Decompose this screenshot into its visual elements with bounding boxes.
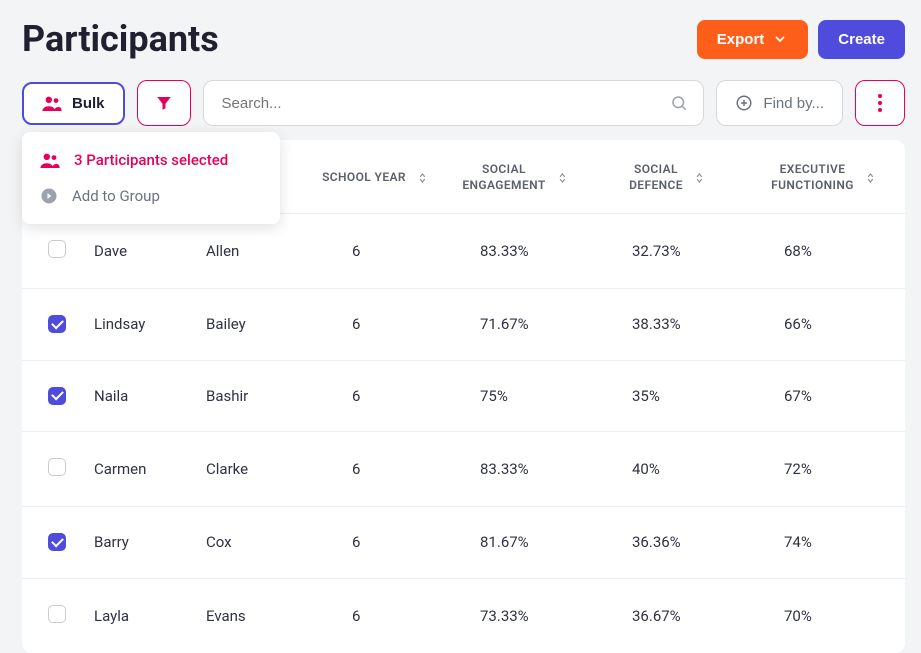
col-social-defence[interactable]: SOCIALDEFENCE <box>592 140 744 214</box>
cell-social-defence: 38.33% <box>592 289 744 361</box>
cell-social-engagement: 71.67% <box>440 289 592 361</box>
cell-executive-functioning: 66% <box>744 289 905 361</box>
table-row[interactable]: NailaBashir675%35%67% <box>22 360 905 432</box>
cell-last-name: Bailey <box>196 289 312 361</box>
table-row[interactable]: CarmenClarke683.33%40%72% <box>22 432 905 507</box>
cell-social-engagement: 75% <box>440 360 592 432</box>
export-label: Export <box>717 31 765 48</box>
add-to-group-item[interactable]: Add to Group <box>22 178 280 214</box>
col-social-engagement[interactable]: SOCIALENGAGEMENT <box>440 140 592 214</box>
table-row[interactable]: BarryCox681.67%36.36%74% <box>22 507 905 579</box>
bulk-label: Bulk <box>72 95 105 112</box>
people-icon <box>42 95 62 111</box>
table-row[interactable]: LaylaEvans673.33%36.67%70% <box>22 578 905 653</box>
cell-first-name: Carmen <box>84 432 196 507</box>
row-checkbox[interactable] <box>48 240 66 258</box>
plus-circle-icon <box>735 94 753 112</box>
sort-icon[interactable] <box>556 171 570 185</box>
sort-icon[interactable] <box>864 171 878 185</box>
export-button[interactable]: Export <box>697 20 809 59</box>
filter-icon <box>155 94 173 112</box>
cell-first-name: Naila <box>84 360 196 432</box>
create-button[interactable]: Create <box>818 20 905 59</box>
more-vertical-icon <box>878 94 882 112</box>
cell-school-year: 6 <box>312 214 440 289</box>
find-by-label: Find by... <box>763 95 824 112</box>
cell-social-defence: 32.73% <box>592 214 744 289</box>
row-checkbox[interactable] <box>48 387 66 405</box>
bulk-selected-text: 3 Participants selected <box>74 151 228 169</box>
more-button[interactable] <box>855 80 905 126</box>
cell-social-engagement: 81.67% <box>440 507 592 579</box>
cell-school-year: 6 <box>312 289 440 361</box>
cell-executive-functioning: 74% <box>744 507 905 579</box>
cell-school-year: 6 <box>312 507 440 579</box>
row-checkbox[interactable] <box>48 533 66 551</box>
add-to-group-label: Add to Group <box>72 187 160 205</box>
row-checkbox[interactable] <box>48 458 66 476</box>
cell-last-name: Evans <box>196 578 312 653</box>
table-row[interactable]: LindsayBailey671.67%38.33%66% <box>22 289 905 361</box>
bulk-dropdown: 3 Participants selected Add to Group <box>22 132 280 224</box>
cell-social-engagement: 83.33% <box>440 214 592 289</box>
cell-last-name: Bashir <box>196 360 312 432</box>
cell-executive-functioning: 72% <box>744 432 905 507</box>
cell-social-defence: 36.67% <box>592 578 744 653</box>
cell-last-name: Cox <box>196 507 312 579</box>
chevron-down-icon <box>772 31 788 47</box>
cell-last-name: Allen <box>196 214 312 289</box>
sort-icon[interactable] <box>416 171 430 185</box>
page-title: Participants <box>22 18 219 60</box>
sort-icon[interactable] <box>693 171 707 185</box>
cell-first-name: Layla <box>84 578 196 653</box>
cell-school-year: 6 <box>312 578 440 653</box>
cell-school-year: 6 <box>312 360 440 432</box>
col-executive-functioning[interactable]: EXECUTIVEFUNCTIONING <box>744 140 905 214</box>
cell-first-name: Lindsay <box>84 289 196 361</box>
col-school-year[interactable]: SCHOOL YEAR <box>312 140 440 214</box>
create-label: Create <box>838 31 885 48</box>
cell-executive-functioning: 67% <box>744 360 905 432</box>
cell-executive-functioning: 70% <box>744 578 905 653</box>
cell-first-name: Barry <box>84 507 196 579</box>
people-icon <box>40 152 60 168</box>
search-icon <box>670 94 688 112</box>
cell-first-name: Dave <box>84 214 196 289</box>
cell-social-engagement: 83.33% <box>440 432 592 507</box>
table-row[interactable]: DaveAllen683.33%32.73%68% <box>22 214 905 289</box>
cell-executive-functioning: 68% <box>744 214 905 289</box>
cell-last-name: Clarke <box>196 432 312 507</box>
cell-social-engagement: 73.33% <box>440 578 592 653</box>
cell-social-defence: 40% <box>592 432 744 507</box>
cell-social-defence: 35% <box>592 360 744 432</box>
cell-school-year: 6 <box>312 432 440 507</box>
search-input[interactable] <box>203 80 705 126</box>
row-checkbox[interactable] <box>48 315 66 333</box>
row-checkbox[interactable] <box>48 605 66 623</box>
bulk-button[interactable]: Bulk <box>22 82 125 125</box>
find-by-button[interactable]: Find by... <box>716 80 843 126</box>
filter-button[interactable] <box>137 80 191 126</box>
bulk-selected-count: 3 Participants selected <box>22 142 280 178</box>
arrow-circle-icon <box>40 187 58 205</box>
cell-social-defence: 36.36% <box>592 507 744 579</box>
